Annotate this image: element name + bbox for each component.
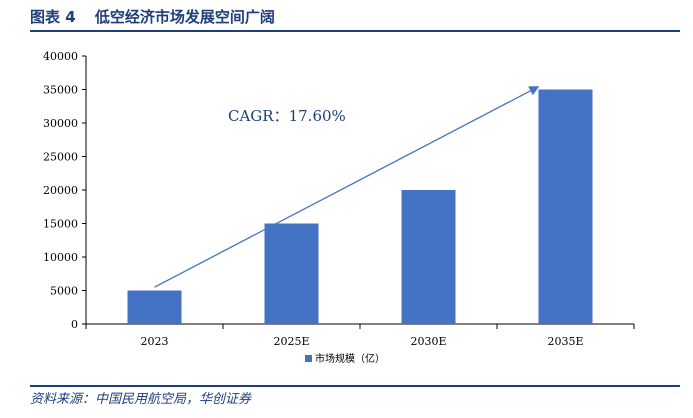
chart-container: 2023 2025E 2030E 2035E 0 5000 10000 15000 20000… [0,36,693,381]
x-tick-label: 2035E [547,335,583,348]
bar-2030E [401,190,456,324]
figure-number: 图表 4 [30,8,76,26]
y-tick-label: 25000 [43,151,78,164]
cagr-annotation-group: CAGR：17.60% [154,86,540,288]
chart-bars [127,89,593,324]
x-tick-label: 2023 [141,335,169,348]
header-divider [30,30,680,32]
bar-2035E [538,89,593,324]
figure-header: 图表 4 低空经济市场发展空间广阔 [30,6,680,32]
figure-title: 低空经济市场发展空间广阔 [94,8,275,26]
legend-label: 市场规模（亿） [315,352,385,365]
y-tick-label: 15000 [43,218,78,231]
cagr-arrow [154,86,540,288]
bar-2025E [264,223,319,324]
y-tick-label: 40000 [43,50,78,63]
y-tick-label: 0 [71,318,78,331]
cagr-label: CAGR：17.60% [228,107,346,125]
chart-legend: 市场规模（亿） [305,352,385,365]
y-tick-label: 35000 [43,84,78,97]
y-tick-label: 20000 [43,184,78,197]
bar-2023 [127,290,182,324]
x-tick-label: 2025E [273,335,309,348]
x-tick-label: 2030E [410,335,446,348]
y-tick-label: 30000 [43,117,78,130]
x-axis-labels: 2023 2025E 2030E 2035E [141,335,584,348]
y-axis-labels: 0 5000 10000 15000 20000 25000 30000 35000 40000 [43,50,78,331]
y-tick-label: 10000 [43,251,78,264]
legend-swatch [305,355,312,362]
bar-chart: 2023 2025E 2030E 2035E 0 5000 10000 15000 20000… [43,50,635,365]
source-divider [30,385,680,387]
y-tick-label: 5000 [50,285,78,298]
source-note: 资料来源：中国民用航空局，华创证券 [30,392,252,407]
